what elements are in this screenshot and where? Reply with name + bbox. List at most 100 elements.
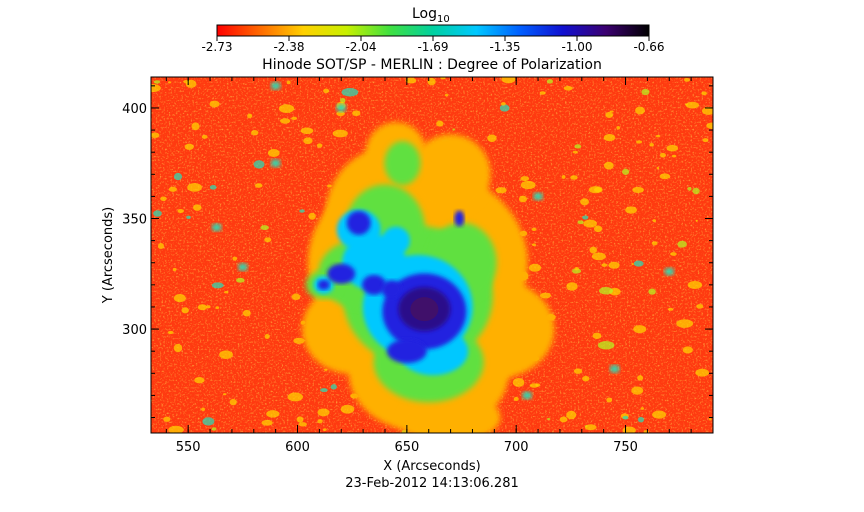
- polarization-speck: [323, 88, 330, 94]
- polarization-speck: [280, 118, 291, 124]
- isolated-feature: [609, 364, 620, 373]
- polarization-speck: [685, 101, 700, 109]
- y-axis-ticks: 300 350 400: [122, 85, 713, 419]
- polarization-speck: [436, 120, 444, 127]
- x-tick-label: 650: [394, 440, 419, 455]
- polarization-speck: [648, 288, 656, 295]
- polarization-speck: [531, 227, 537, 231]
- polarization-speck: [603, 133, 616, 142]
- isolated-feature: [336, 103, 347, 112]
- y-tick-label: 400: [122, 102, 147, 117]
- polarization-speck: [671, 154, 677, 158]
- polarization-speck: [405, 77, 417, 84]
- pore-blue: [327, 263, 356, 284]
- polarization-speck: [584, 424, 597, 431]
- polarization-speck: [631, 386, 644, 395]
- polarization-speck: [261, 419, 273, 426]
- polarization-speck: [202, 417, 215, 426]
- polarization-speck: [687, 281, 703, 289]
- polarization-speck: [561, 175, 566, 179]
- polarization-speck: [636, 140, 643, 144]
- polarization-speck: [577, 220, 584, 225]
- polarization-speck: [300, 127, 314, 135]
- polarization-speck: [151, 132, 160, 139]
- polarization-speck: [308, 212, 316, 220]
- polarization-speck: [215, 306, 220, 310]
- polarization-speck: [513, 396, 519, 402]
- plage-cyan: [381, 226, 410, 255]
- colorbar-tick-label: -2.73: [201, 40, 232, 54]
- polarization-speck: [499, 104, 510, 112]
- polarization-speck: [340, 404, 355, 414]
- polarization-speck: [655, 134, 661, 138]
- polarization-speck: [444, 93, 449, 97]
- pore-blue: [346, 210, 371, 235]
- polarization-speck: [153, 210, 162, 217]
- pore-blue: [454, 210, 465, 227]
- polarization-speck: [518, 195, 528, 203]
- polarization-speck: [682, 346, 693, 354]
- polarization-speck: [566, 410, 577, 420]
- polarization-speck: [652, 219, 656, 223]
- polarization-speck: [242, 309, 251, 317]
- polarization-speck: [582, 215, 589, 220]
- x-tick-label: 550: [176, 440, 201, 455]
- polarization-speck: [572, 150, 578, 154]
- polarization-speck: [632, 186, 644, 193]
- polarization-speck: [264, 237, 272, 243]
- colorbar-label: Log10: [412, 6, 450, 25]
- polarization-speck: [267, 149, 280, 157]
- polarization-speck: [588, 186, 603, 194]
- polarization-speck: [695, 368, 710, 377]
- polarization-speck: [173, 294, 186, 303]
- polarization-speck: [193, 204, 202, 211]
- polarization-speck: [539, 292, 552, 299]
- polarization-speck: [206, 305, 211, 309]
- pore-blue: [386, 339, 427, 364]
- polarization-speck: [173, 343, 183, 353]
- polarization-speck: [266, 410, 280, 418]
- polarization-speck: [232, 256, 238, 261]
- x-axis-label: X (Arcseconds): [383, 459, 480, 474]
- polarization-speck: [341, 88, 359, 97]
- polarization-speck: [641, 88, 650, 96]
- colorbar-tick-label: -1.69: [417, 40, 448, 54]
- plage-halo: [410, 134, 491, 215]
- polarization-speck: [635, 106, 645, 115]
- polarization-speck: [291, 293, 301, 301]
- colorbar-tick-label: -2.38: [273, 40, 304, 54]
- polarization-speck: [298, 422, 307, 427]
- polarization-speck: [264, 333, 270, 340]
- polarization-map: [151, 77, 713, 433]
- polarization-speck: [701, 106, 713, 115]
- polarization-speck: [352, 110, 361, 117]
- polarization-speck: [201, 134, 208, 139]
- polarization-speck: [184, 143, 194, 150]
- polarization-speck: [520, 176, 530, 182]
- map-features: [151, 77, 713, 433]
- polarization-speck: [211, 282, 224, 289]
- polarization-speck: [651, 241, 658, 246]
- polarization-speck: [640, 407, 645, 410]
- polarization-speck: [296, 416, 304, 423]
- polarization-speck: [299, 209, 305, 213]
- polarization-speck: [330, 384, 337, 390]
- x-tick-label: 600: [285, 440, 310, 455]
- polarization-speck: [597, 340, 615, 350]
- polarization-speck: [520, 180, 536, 190]
- plot-title: Hinode SOT/SP - MERLIN : Degree of Polar…: [262, 57, 602, 73]
- polarization-speck: [637, 416, 645, 423]
- polarization-speck: [606, 397, 613, 403]
- polarization-speck: [440, 77, 446, 80]
- polarization-speck: [570, 175, 578, 180]
- isolated-feature: [533, 192, 544, 201]
- x-tick-label: 750: [613, 440, 638, 455]
- colorbar-gradient: [216, 24, 650, 37]
- polarization-speck: [209, 185, 217, 190]
- isolated-feature: [211, 223, 222, 232]
- polarization-speck: [706, 122, 713, 129]
- polarization-speck: [316, 143, 323, 148]
- polarization-speck: [633, 260, 644, 267]
- polarization-speck: [677, 240, 687, 248]
